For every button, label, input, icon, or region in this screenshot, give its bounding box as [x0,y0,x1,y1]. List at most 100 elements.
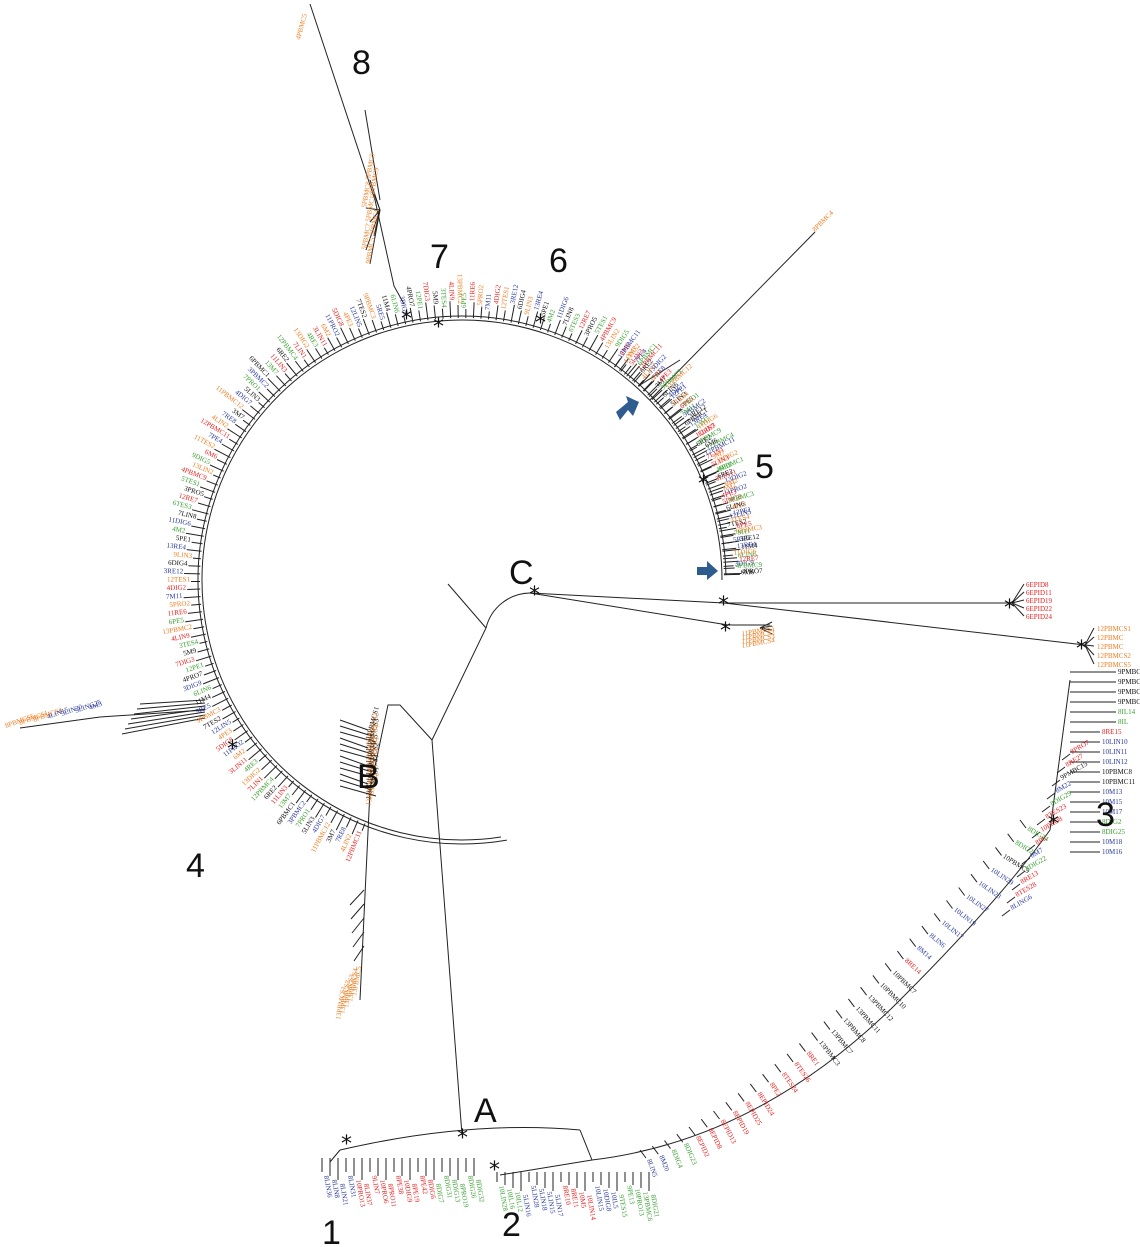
tree-edge [339,743,373,755]
tree-edge [211,691,226,698]
leaf-label: 12PBMCS1 [1097,625,1131,633]
tree-edge [339,749,377,761]
tree-edge [191,541,203,545]
tree-edge [190,633,206,638]
leaf-label: 6EPID24 [1026,613,1053,621]
tree-edge [723,560,739,563]
tree-edge [1031,831,1041,839]
leaf-label: 8LIN36 [322,1175,334,1199]
tree-edge [503,310,506,322]
tree-edge [706,481,716,486]
tree-edge [655,397,665,405]
tree-edge [250,405,261,414]
tree-edge [409,307,414,323]
leaf-label: 10M13 [1102,788,1123,796]
leaf-label: 8DIG6 [426,1179,437,1200]
tree-edge [276,375,287,387]
tree-edge [689,446,698,452]
tree-edge [480,306,483,319]
node-marker: * [1076,637,1087,662]
tree-edge [664,406,674,415]
tree-edge [575,330,583,345]
clade-8-branch [364,109,381,201]
tree-edge [241,409,256,420]
leaf-label: 8DIG4 [670,1148,685,1169]
tree-edge [258,402,265,409]
leaf-label: 13PBMC2 [456,274,464,305]
tree-edge [234,730,248,741]
leaf-label: 7M11 [733,527,751,538]
tree-edge [700,1118,708,1128]
leaf-label: 9PMBC16 [1118,698,1140,706]
clade-label-7: 7 [430,238,449,276]
tree-edge [266,388,276,397]
tree-edge [679,426,691,435]
tree-edge [380,321,385,331]
leaf-label: 8DIG31 [442,1175,454,1199]
tree-edge [647,382,661,396]
leaf-label: 8DIG13 [450,1179,462,1203]
tree-edge [246,742,258,752]
leaf-label: 8RE1 [805,1050,821,1068]
clade-C-stem [529,592,729,626]
tree-edge [327,337,336,352]
tree-edge [1026,844,1036,852]
leaf-label: 5PRO2 [169,599,191,609]
tree-edge [325,806,332,816]
tree-edge [694,455,706,462]
leaf-label: 9LIN7 [370,1175,381,1195]
tree-edge [721,540,740,545]
tree-edge [1021,857,1031,865]
tree-edge [288,780,295,788]
tree-edge [668,408,682,419]
tree-edge [186,549,202,552]
leaf-label: 3TES4 [439,288,448,308]
tree-edge [668,408,683,420]
tree-edge [295,789,307,804]
leaf-label: 11RE6 [167,607,188,617]
tree-edge [713,502,729,508]
tree-edge [349,327,356,341]
leaf-label: 3DIG9 [734,559,754,568]
tree-edge [425,302,429,321]
tree-edge [673,417,685,426]
leaf-label: 10LIN17 [940,919,965,942]
leaf-label: 9PMBC7 [1118,668,1140,676]
leaf-label: 6PE5 [460,292,468,308]
tree-edge [720,533,736,537]
tree-edge [722,548,741,552]
tree-edge [651,1145,659,1155]
tree-edge [369,209,381,265]
leaf-label: 8DIG26 [466,1175,478,1199]
root-edge [447,583,487,629]
node-marker: * [489,1158,500,1183]
leaf-label: 8DIG32 [474,1179,486,1203]
clade-8-stem [374,199,405,305]
tree-edge [711,495,724,500]
tree-edge [358,328,363,338]
tree-edge [130,708,206,720]
clade-4-long [19,709,206,729]
arrow-icon [697,561,718,580]
tree-edge [340,327,349,345]
tree-edge [339,755,369,767]
node-marker: * [535,311,546,336]
tree-edge [525,316,529,327]
clade-A-edge [579,1129,593,1161]
clade-3-top-stem [1049,679,1071,831]
tree-edge [350,903,365,920]
leaf-label: 8RE15 [1102,728,1122,736]
tree-edge [897,950,904,960]
leaf-label: 5M9 [182,646,197,657]
tree-edge [306,794,313,803]
tree-edge [693,450,708,459]
tree-edge [958,887,966,896]
tree-edge [185,618,204,623]
tree-edge [749,1083,757,1093]
tree-edge [688,1126,696,1136]
node-marker: * [457,1126,468,1151]
tree-edge [1061,753,1071,761]
tree-edge [124,714,206,730]
tree-edge [759,621,773,629]
